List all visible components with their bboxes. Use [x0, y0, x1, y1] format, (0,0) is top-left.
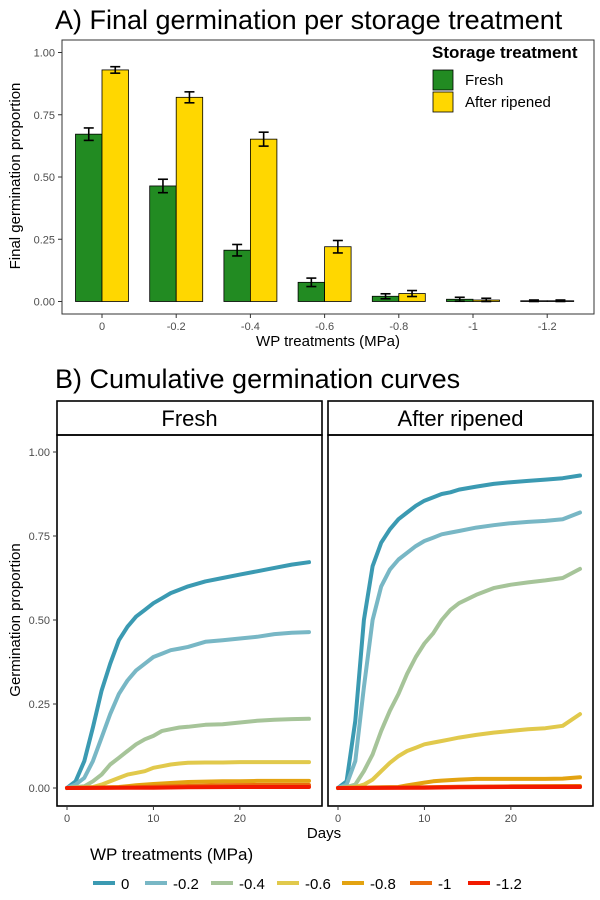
legend-label: -0.4: [239, 876, 265, 893]
bar: [75, 133, 103, 302]
legend-label: 0: [121, 876, 129, 893]
series-line: [65, 716, 311, 790]
chart-a-y-axis: 0.00 0.25 0.50 0.75 1.00: [34, 48, 62, 309]
chart-b-panels: Fresh 0 10 20 0.00 0.25 0.50 0.75 1.00 After ripe…: [29, 400, 594, 825]
legend-title: Storage treatment: [432, 43, 578, 62]
legend-label: -1.2: [496, 876, 522, 893]
x-tick-label: -0.6: [315, 321, 334, 333]
legend-label: -1: [438, 876, 451, 893]
y-tick-label: 0.00: [34, 297, 55, 309]
x-tick-label: -0.2: [167, 321, 186, 333]
y-tick-label: 0.25: [34, 234, 55, 246]
bar: [101, 69, 129, 302]
chart-a-x-label: WP treatments (MPa): [256, 333, 400, 350]
chart-a-x-axis: 0 -0.2 -0.4 -0.6 -0.8 -1 -1.2: [99, 314, 557, 333]
legend-title: WP treatments (MPa): [90, 845, 253, 864]
facet-panel: Fresh 0 10 20 0.00 0.25 0.50 0.75 1.00: [29, 400, 323, 825]
x-tick-label: -0.4: [241, 321, 260, 333]
facet-panel: After ripened 0 10 20: [327, 400, 594, 825]
series-line: [336, 775, 582, 790]
chart-a-bars: [75, 65, 575, 303]
x-tick-label: 0: [99, 321, 105, 333]
x-tick-label: -1.2: [538, 321, 557, 333]
facet-strip-label: Fresh: [161, 406, 217, 431]
y-tick-label: 1.00: [34, 48, 55, 60]
bar: [324, 246, 352, 302]
chart-b-y-label: Germination proportion: [7, 543, 24, 696]
chart-a-legend: Storage treatment Fresh After ripened: [432, 43, 578, 113]
facet-strip: [327, 400, 594, 436]
series-line: [336, 566, 582, 790]
legend-label: -0.2: [173, 876, 199, 893]
legend-swatch: [432, 91, 454, 113]
facet-strip-label: After ripened: [398, 406, 524, 431]
legend-swatch: [432, 69, 454, 91]
chart-b-legend: WP treatments (MPa) 0 -0.2 -0.4 -0.6 -0.8 -1 -1…: [90, 845, 522, 893]
facet-plot-frame: [327, 434, 594, 807]
bar: [149, 185, 177, 302]
series-line: [336, 712, 582, 790]
series-line: [65, 560, 311, 790]
x-tick-label: 10: [147, 813, 159, 825]
x-tick-label: 20: [505, 813, 517, 825]
legend-label: -0.8: [370, 876, 396, 893]
chart-a-title: A) Final germination per storage treatme…: [55, 5, 563, 35]
series-line: [336, 785, 582, 790]
series-line: [65, 785, 311, 790]
series-line: [336, 473, 582, 790]
chart-b-x-label: Days: [307, 825, 341, 842]
legend-label: -0.6: [305, 876, 331, 893]
y-tick-label: 0.75: [34, 110, 55, 122]
x-tick-label: 0: [64, 813, 70, 825]
y-tick-label: 0.75: [29, 531, 50, 543]
x-tick-label: -0.8: [389, 321, 408, 333]
x-tick-label: 20: [234, 813, 246, 825]
x-tick-label: 10: [418, 813, 430, 825]
y-tick-label: 0.50: [29, 615, 50, 627]
x-tick-label: 0: [335, 813, 341, 825]
bar: [249, 138, 278, 302]
bar: [223, 249, 251, 302]
y-tick-label: 0.25: [29, 699, 50, 711]
chart-b-title: B) Cumulative germination curves: [55, 364, 460, 394]
y-tick-label: 0.50: [34, 172, 55, 184]
legend-label: After ripened: [465, 94, 551, 111]
series-line: [336, 510, 582, 790]
bar: [175, 96, 204, 302]
series-line: [65, 630, 311, 790]
legend-label: Fresh: [465, 72, 503, 89]
chart-a-y-label: Final germination proportion: [7, 83, 24, 270]
y-tick-label: 0.00: [29, 783, 50, 795]
x-tick-label: -1: [468, 321, 478, 333]
y-tick-label: 1.00: [29, 447, 50, 459]
series-line: [65, 760, 311, 790]
